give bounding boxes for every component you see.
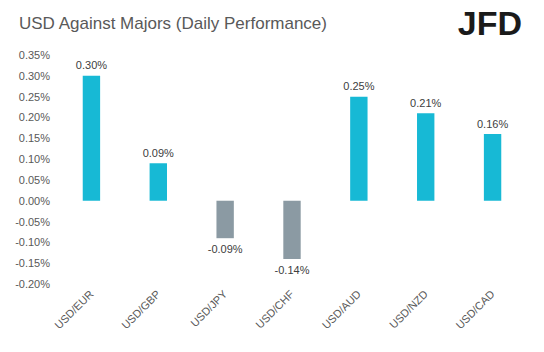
svg-text:USD/CHF: USD/CHF xyxy=(253,288,296,331)
svg-text:-0.14%: -0.14% xyxy=(275,264,310,276)
svg-text:-0.05%: -0.05% xyxy=(15,216,50,228)
svg-text:USD/AUD: USD/AUD xyxy=(320,288,363,331)
svg-text:0.21%: 0.21% xyxy=(410,97,441,109)
svg-text:0.30%: 0.30% xyxy=(76,59,107,71)
svg-text:USD/JPY: USD/JPY xyxy=(188,287,230,329)
svg-text:USD/EUR: USD/EUR xyxy=(52,288,95,331)
svg-text:0.30%: 0.30% xyxy=(19,70,50,82)
svg-text:0.20%: 0.20% xyxy=(19,111,50,123)
svg-text:-0.09%: -0.09% xyxy=(208,243,243,255)
svg-text:USD Against Majors (Daily Perf: USD Against Majors (Daily Performance) xyxy=(19,14,327,33)
svg-text:0.05%: 0.05% xyxy=(19,174,50,186)
svg-text:0.00%: 0.00% xyxy=(19,195,50,207)
svg-text:0.25%: 0.25% xyxy=(19,91,50,103)
svg-text:-0.20%: -0.20% xyxy=(15,278,50,290)
svg-text:-0.10%: -0.10% xyxy=(15,236,50,248)
svg-text:USD/CAD: USD/CAD xyxy=(453,288,496,331)
svg-text:0.35%: 0.35% xyxy=(19,49,50,61)
svg-text:0.10%: 0.10% xyxy=(19,153,50,165)
svg-text:-0.15%: -0.15% xyxy=(15,257,50,269)
svg-text:0.16%: 0.16% xyxy=(477,118,508,130)
svg-text:0.09%: 0.09% xyxy=(143,147,174,159)
svg-text:USD/NZD: USD/NZD xyxy=(387,288,430,331)
svg-text:USD/GBP: USD/GBP xyxy=(119,288,162,331)
svg-text:JFD: JFD xyxy=(458,4,522,42)
svg-text:0.15%: 0.15% xyxy=(19,132,50,144)
svg-text:0.25%: 0.25% xyxy=(343,80,374,92)
